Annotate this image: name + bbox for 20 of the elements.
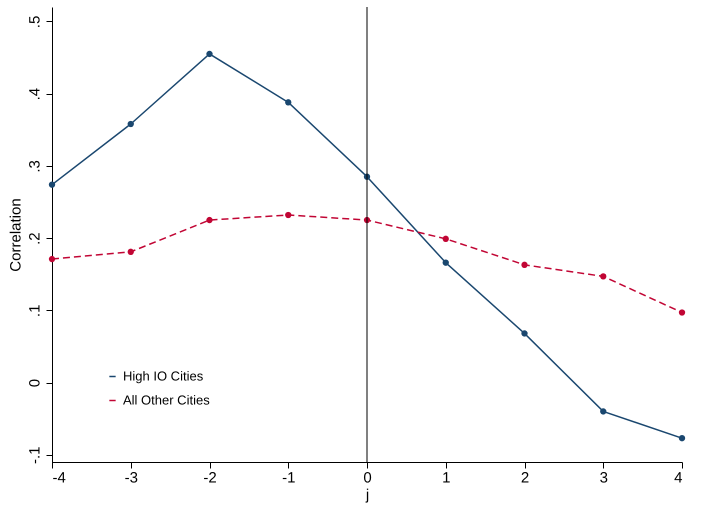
y-tick-label: .3 xyxy=(26,160,44,173)
y-tick-label: -.1 xyxy=(26,446,44,464)
y-axis-title: Correlation xyxy=(8,198,24,272)
x-tick-label: -3 xyxy=(124,470,138,486)
x-tick-label: -1 xyxy=(282,470,296,486)
x-axis-title: j xyxy=(364,486,370,504)
y-tick-label: .2 xyxy=(26,232,44,245)
y-tick-label: 0 xyxy=(26,378,44,388)
x-tick-label: -2 xyxy=(203,470,217,486)
x-tick-label: 1 xyxy=(442,470,450,486)
x-tick-label: 3 xyxy=(600,470,608,486)
x-tick-label: 2 xyxy=(520,470,530,486)
y-tick-label: .5 xyxy=(26,16,44,28)
legend-label: High IO Cities xyxy=(123,368,204,384)
y-tick-label: .1 xyxy=(26,304,44,318)
x-tick-label: 0 xyxy=(363,470,372,486)
x-tick-label: -4 xyxy=(52,470,66,486)
y-tick-label: .4 xyxy=(26,88,44,100)
x-tick-label: 4 xyxy=(674,470,682,486)
legend-label: All Other Cities xyxy=(123,392,210,408)
